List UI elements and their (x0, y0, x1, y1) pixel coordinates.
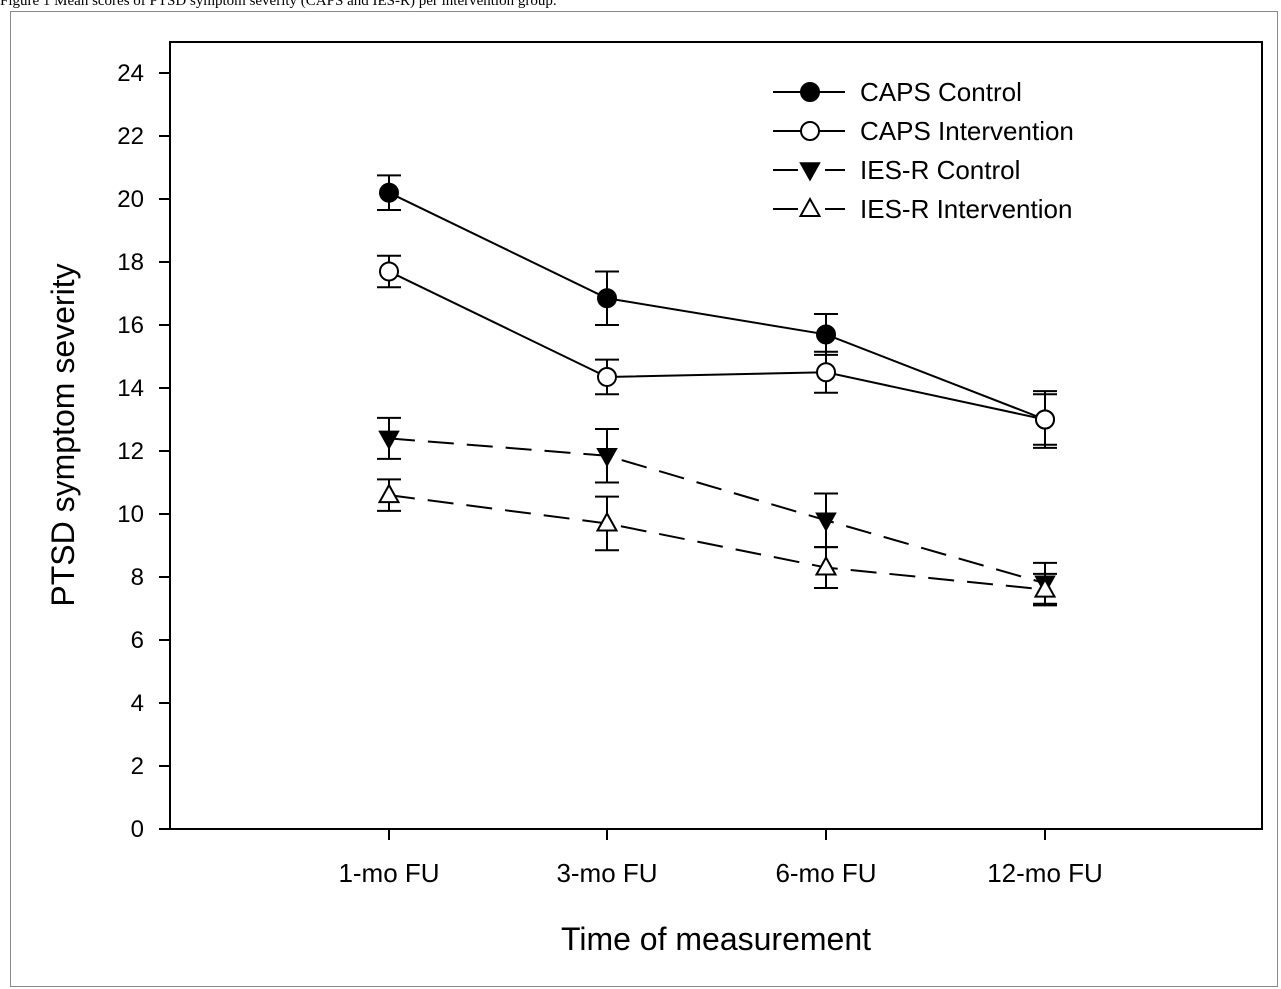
series-line (388, 191, 1046, 421)
data-point (816, 362, 836, 383)
y-tick-label: 24 (117, 60, 144, 87)
legend-marker (798, 196, 822, 217)
series-line (388, 270, 1046, 421)
series-ies-r-control (377, 416, 1057, 605)
data-point (379, 261, 399, 282)
figure-frame (10, 11, 1278, 987)
legend-item: CAPS Intervention (773, 116, 1074, 146)
plot-area-border (169, 41, 1263, 830)
x-tick-label: 1-mo FU (338, 858, 439, 888)
legend-item: IES-R Control (773, 155, 1020, 185)
data-point (815, 512, 837, 532)
y-tick-label: 8 (131, 564, 144, 591)
y-axis-title: PTSD symptom severity (45, 263, 81, 606)
data-point (816, 324, 836, 345)
series-ies-r-intervention (377, 478, 1057, 607)
legend-label: CAPS Intervention (860, 116, 1074, 146)
data-point (597, 288, 617, 309)
legend-marker (799, 162, 821, 182)
x-axis-title: Time of measurement (561, 921, 871, 957)
data-point (1033, 577, 1057, 598)
y-tick-label: 6 (131, 627, 144, 654)
series-line (388, 437, 1046, 585)
data-point (595, 511, 619, 532)
x-tick-label: 12-mo FU (987, 858, 1103, 888)
y-tick-label: 18 (117, 249, 144, 276)
data-point (378, 430, 400, 450)
data-point (377, 483, 401, 504)
legend-label: IES-R Intervention (860, 194, 1072, 224)
y-tick-label: 14 (117, 375, 144, 402)
y-tick-label: 22 (117, 123, 144, 150)
x-tick-label: 3-mo FU (556, 858, 657, 888)
series-caps-intervention (377, 254, 1057, 446)
series-line (388, 494, 1046, 591)
data-point (1035, 409, 1055, 430)
x-tick-label: 6-mo FU (775, 858, 876, 888)
legend-label: IES-R Control (860, 155, 1020, 185)
legend-item: CAPS Control (773, 77, 1022, 107)
legend-marker (800, 121, 820, 141)
figure-caption: Figure 1 Mean scores of PTSD symptom sev… (0, 0, 557, 9)
y-tick-label: 0 (131, 816, 144, 843)
legend: CAPS Control CAPS Intervention IES-R Contr… (773, 77, 1074, 224)
y-tick-label: 12 (117, 438, 144, 465)
y-tick-label: 4 (131, 690, 144, 717)
legend-marker (800, 82, 820, 102)
data-point (814, 555, 838, 576)
y-tick-label: 2 (131, 753, 144, 780)
y-tick-label: 16 (117, 312, 144, 339)
data-point (597, 366, 617, 387)
y-tick-label: 10 (117, 501, 144, 528)
data-point (596, 447, 618, 468)
series-layer (377, 174, 1057, 607)
legend-item: IES-R Intervention (773, 194, 1072, 224)
data-point (379, 182, 399, 203)
legend-label: CAPS Control (860, 77, 1022, 107)
y-tick-label: 20 (117, 186, 144, 213)
